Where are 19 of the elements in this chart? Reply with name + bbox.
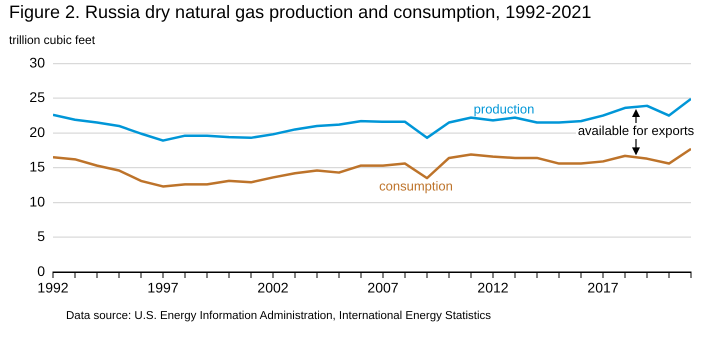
- x-tick-label: 2002: [257, 279, 289, 296]
- y-tick-label: 20: [29, 124, 46, 140]
- y-tick-label: 25: [29, 89, 46, 106]
- x-tick-label: 1997: [147, 279, 179, 296]
- y-tick-label: 5: [37, 228, 46, 244]
- series-label: consumption: [379, 178, 453, 194]
- chart-title: Figure 2. Russia dry natural gas production and consumption, 1992-2021: [9, 2, 592, 23]
- x-tick-label: 2017: [587, 279, 619, 296]
- x-tick-label: 1992: [37, 279, 69, 296]
- y-tick-label: 30: [29, 54, 46, 70]
- annotation: available for exports: [576, 123, 696, 140]
- y-tick-label: 0: [37, 262, 46, 279]
- x-tick-label: 2012: [477, 279, 509, 296]
- y-axis-title: trillion cubic feet: [9, 33, 96, 47]
- y-tick-label: 15: [29, 158, 46, 175]
- y-tick-label: 10: [29, 193, 46, 210]
- x-tick-label: 2007: [367, 279, 399, 296]
- source-note: Data source: U.S. Energy Information Administration, International Energy Statistics: [66, 310, 492, 322]
- series-label: production: [474, 102, 534, 117]
